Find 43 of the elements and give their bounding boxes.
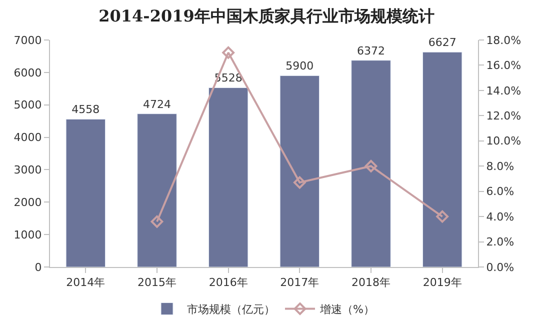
x-tick-label: 2019年 — [422, 276, 462, 290]
y2-tick-label: 8.0% — [486, 160, 514, 173]
bar — [66, 118, 106, 267]
x-tick-label: 2015年 — [138, 276, 176, 290]
y2-tick-label: 6.0% — [486, 185, 514, 198]
bar — [137, 114, 177, 267]
bar — [280, 75, 320, 267]
y-tick-label: 0 — [34, 260, 42, 274]
chart-title: 2014-2019年中国木质家具行业市场规模统计 — [98, 6, 434, 26]
y-tick-label: 2000 — [14, 196, 42, 209]
bar — [351, 60, 391, 267]
y2-tick-label: 2.0% — [486, 236, 514, 249]
legend-label: 增速（%） — [319, 303, 374, 316]
data-label: 6627 — [428, 36, 456, 50]
data-label: 4558 — [72, 103, 100, 116]
data-label: 4724 — [143, 98, 171, 111]
y2-tick-label: 0.0% — [486, 260, 514, 274]
y-tick-label: 4000 — [14, 131, 42, 144]
data-label: 5900 — [286, 60, 314, 73]
x-tick-label: 2016年 — [208, 276, 248, 290]
x-tick-label: 2014年 — [66, 276, 106, 290]
bar — [422, 52, 462, 267]
y2-tick-label: 14.0% — [486, 84, 522, 98]
point — [150, 215, 164, 228]
y-tick-label: 5000 — [14, 98, 42, 112]
y2-tick-label: 10.0% — [486, 134, 522, 148]
legend-label: 市场规模（亿元） — [187, 303, 275, 316]
data-label: 6372 — [357, 44, 385, 58]
y-tick-label: 6000 — [14, 66, 42, 80]
y2-tick-label: 16.0% — [486, 59, 522, 72]
point — [436, 210, 449, 223]
y2-tick-label: 4.0% — [486, 210, 514, 224]
y-tick-label: 1000 — [14, 228, 42, 242]
y2-tick-label: 18.0% — [486, 34, 522, 47]
x-tick-label: 2018年 — [352, 276, 390, 290]
point — [293, 176, 306, 189]
point — [364, 160, 378, 172]
point — [222, 46, 235, 59]
y2-tick-label: 12.0% — [486, 110, 522, 123]
bar — [208, 87, 248, 267]
y-tick-label: 3000 — [14, 164, 42, 177]
x-tick-label: 2017年 — [280, 276, 320, 290]
y-tick-label: 7000 — [14, 34, 42, 47]
